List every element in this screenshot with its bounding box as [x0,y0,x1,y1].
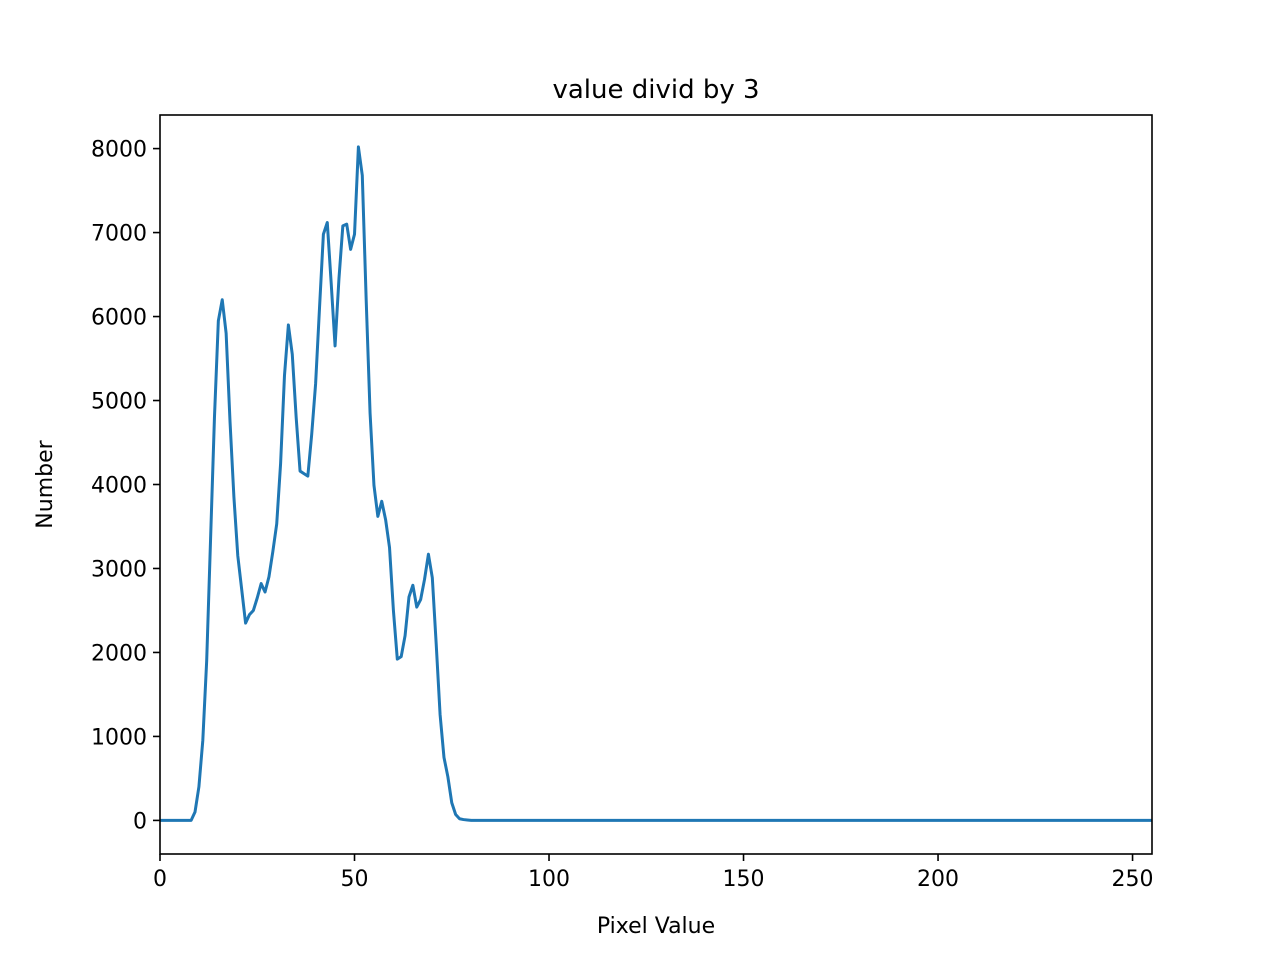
y-tick-label: 5000 [91,390,147,415]
x-axis-ticks: 0 50 100 150 200 250 [153,854,1154,892]
y-tick-label: 8000 [91,138,147,163]
x-tick-label: 150 [723,867,765,892]
x-axis-label: Pixel Value [597,914,715,939]
x-tick-label: 0 [153,867,167,892]
series-line [160,145,1152,822]
y-tick-label: 6000 [91,306,147,331]
x-tick-label: 100 [528,867,570,892]
x-tick-label: 250 [1112,867,1154,892]
y-tick-label: 1000 [91,725,147,750]
y-axis-label: Number [33,439,58,528]
x-tick-label: 200 [917,867,959,892]
y-tick-label: 3000 [91,557,147,582]
plot-frame [159,114,1153,855]
y-tick-label: 0 [133,809,147,834]
y-tick-label: 2000 [91,641,147,666]
y-axis-ticks: 0 1000 2000 3000 4000 5000 6000 7000 8000 [91,138,160,834]
y-tick-label: 7000 [91,222,147,247]
plot-area [160,145,1152,822]
y-tick-label: 4000 [91,474,147,499]
x-tick-label: 50 [341,867,369,892]
chart-title: value divid by 3 [552,75,759,105]
